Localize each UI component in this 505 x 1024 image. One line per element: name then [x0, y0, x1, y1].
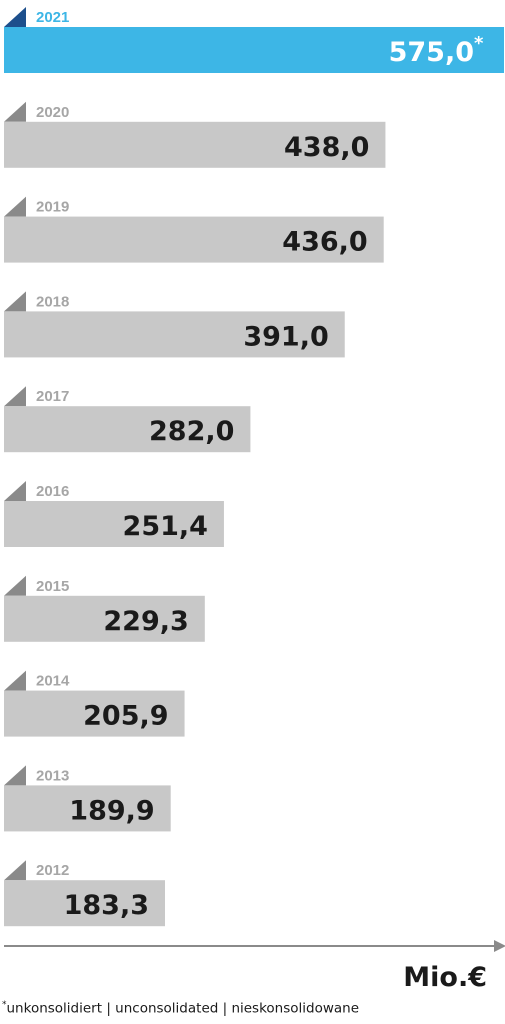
- value-label-2014: 205,9: [83, 701, 168, 732]
- year-label-2021: 2021: [36, 9, 69, 26]
- bar-2016: [4, 501, 224, 547]
- value-label-2013: 189,9: [69, 795, 154, 826]
- x-axis-arrowhead: [494, 940, 505, 952]
- bar-tab-2012: [4, 860, 26, 881]
- bar-tab-2017: [4, 386, 26, 407]
- bar-2012: [4, 880, 165, 927]
- bar-2021: [4, 27, 504, 73]
- year-label-2017: 2017: [36, 388, 69, 405]
- bar-tab-2014: [4, 670, 26, 691]
- year-label-2015: 2015: [36, 578, 69, 595]
- bar-2020: [4, 121, 386, 168]
- bar-tab-2021: [4, 7, 26, 27]
- bar-2018: [4, 311, 345, 358]
- year-label-2018: 2018: [36, 293, 69, 310]
- footnote-text: unkonsolidiert | unconsolidated | niesko…: [6, 1000, 360, 1017]
- value-label-2016: 251,4: [123, 511, 208, 542]
- bar-2017: [4, 406, 251, 453]
- value-label-2020: 438,0: [284, 132, 369, 163]
- year-label-2020: 2020: [36, 104, 69, 121]
- bar-chart: 2021 575,0 * 2020 438,0 2019 436,0 2018 391,0 201…: [4, 7, 505, 952]
- year-label-2016: 2016: [36, 483, 69, 500]
- year-label-2019: 2019: [36, 199, 69, 216]
- bar-tab-2020: [4, 101, 26, 122]
- bar-2015: [4, 595, 205, 642]
- value-label-2018: 391,0: [243, 321, 328, 352]
- value-label-2017: 282,0: [149, 416, 234, 447]
- year-label-2012: 2012: [36, 862, 69, 879]
- value-marker-2021: *: [474, 33, 484, 54]
- footnote: *unkonsolidiert | unconsolidated | niesk…: [2, 1000, 359, 1017]
- bar-2014: [4, 690, 185, 737]
- year-label-2014: 2014: [36, 673, 70, 690]
- bar-tab-2013: [4, 765, 26, 786]
- year-label-2013: 2013: [36, 767, 69, 784]
- bar-2013: [4, 785, 171, 832]
- bar-tab-2016: [4, 481, 26, 501]
- bar-2019: [4, 216, 384, 263]
- value-label-2019: 436,0: [282, 227, 367, 258]
- bars-group: 2021 575,0 * 2020 438,0 2019 436,0 2018 391,0 201…: [4, 7, 504, 927]
- bar-tab-2019: [4, 196, 26, 217]
- value-label-2015: 229,3: [103, 606, 188, 637]
- bar-tab-2015: [4, 575, 26, 596]
- footnote-marker: *: [2, 1000, 7, 1010]
- value-label-2021: 575,0: [389, 37, 474, 68]
- unit-label: Mio.€: [403, 962, 487, 993]
- value-label-2012: 183,3: [64, 890, 149, 921]
- bar-tab-2018: [4, 291, 26, 312]
